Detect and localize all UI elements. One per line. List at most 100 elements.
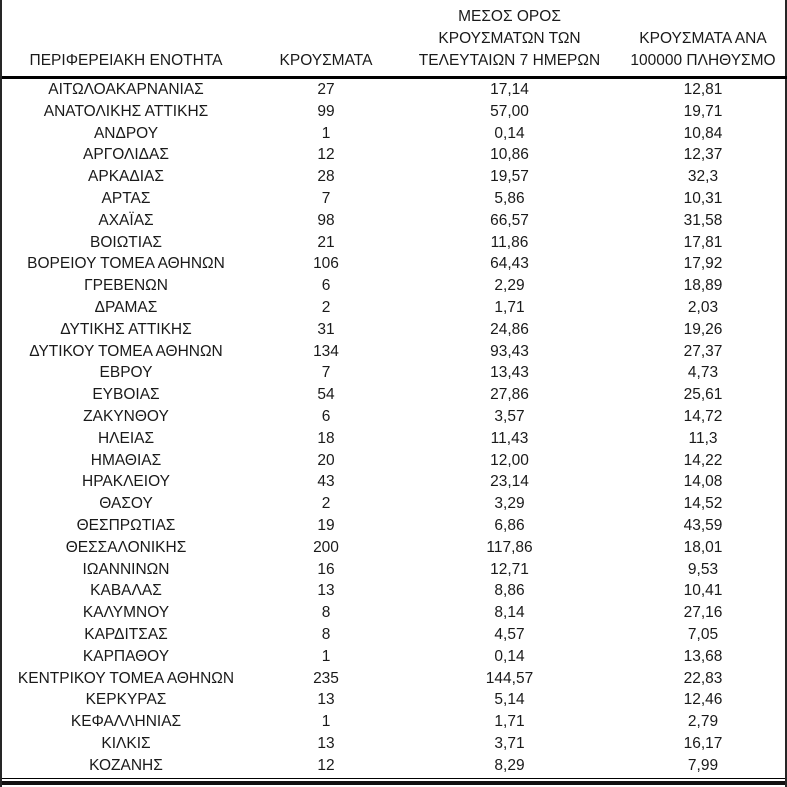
- cell-per100k: 27,37: [683, 342, 723, 360]
- cell-avg7: 27,86: [490, 386, 529, 404]
- cell-cases: 6: [321, 407, 331, 425]
- cell-region: ΑΙΤΩΛΟΑΚΑΡΝΑΝΙΑΣ: [48, 81, 204, 98]
- cell-avg7: 57,00: [490, 102, 529, 120]
- table-row: ΓΡΕΒΕΝΩΝ 6 2,29 18,89: [2, 275, 787, 297]
- cell-cases: 12: [317, 146, 335, 164]
- cell-cases: 6: [321, 277, 331, 295]
- cell-cases: 28: [317, 168, 335, 186]
- table-row: ΚΑΒΑΛΑΣ 13 8,86 10,41: [2, 580, 787, 602]
- cell-avg7: 0,14: [494, 124, 525, 142]
- cell-region: ΙΩΑΝΝΙΝΩΝ: [82, 560, 170, 578]
- cell-per100k: 27,16: [683, 604, 723, 622]
- column-header-7day-average: ΜΕΣΟΣ ΟΡΟΣ ΚΡΟΥΣΜΑΤΩΝ ΤΩΝ ΤΕΛΕΥΤΑΙΩΝ 7 Η…: [402, 0, 617, 79]
- table-row: ΑΡΓΟΛΙΔΑΣ 12 10,86 12,37: [2, 144, 787, 166]
- cell-cases: 1: [321, 124, 331, 142]
- cell-cases: 43: [317, 473, 335, 491]
- cell-per100k: 18,89: [683, 277, 723, 295]
- cell-region: ΚΑΡΠΑΘΟΥ: [82, 647, 170, 665]
- cell-cases: 1: [321, 713, 331, 731]
- cell-cases: 54: [317, 386, 335, 404]
- cell-per100k: 17,92: [683, 255, 723, 273]
- cell-avg7: 23,14: [490, 473, 529, 491]
- cell-region: ΗΡΑΚΛΕΙΟΥ: [82, 473, 170, 491]
- cell-per100k: 17,81: [683, 233, 723, 251]
- cell-per100k: 13,68: [683, 647, 723, 665]
- cell-avg7: 66,57: [490, 211, 529, 229]
- table-row: ΚΕΦΑΛΛΗΝΙΑΣ 1 1,71 2,79: [2, 711, 787, 733]
- table-row: ΘΕΣΠΡΩΤΙΑΣ 19 6,86 43,59: [2, 515, 787, 537]
- table-row: ΗΡΑΚΛΕΙΟΥ 43 23,14 14,08: [2, 471, 787, 493]
- cell-cases: 134: [313, 342, 339, 360]
- cell-region: ΑΡΓΟΛΙΔΑΣ: [83, 146, 169, 164]
- cell-region: ΚΟΖΑΝΗΣ: [89, 756, 163, 774]
- cell-per100k: 43,59: [683, 516, 723, 534]
- cell-avg7: 4,57: [494, 625, 525, 643]
- cell-avg7: 19,57: [490, 168, 529, 186]
- cell-region: ΚΕΝΤΡΙΚΟΥ ΤΟΜΕΑ ΑΘΗΝΩΝ: [17, 669, 235, 687]
- cell-region: ΚΑΡΔΙΤΣΑΣ: [84, 625, 168, 643]
- cell-per100k: 14,72: [683, 407, 723, 425]
- cell-avg7: 3,29: [494, 495, 525, 513]
- cell-region: ΕΥΒΟΙΑΣ: [92, 386, 160, 404]
- table-row: ΑΡΤΑΣ 7 5,86 10,31: [2, 188, 787, 210]
- table-row: ΕΒΡΟΥ 7 13,43 4,73: [2, 362, 787, 384]
- cell-avg7: 12,00: [490, 451, 529, 469]
- table-bottom-rule: [2, 777, 785, 779]
- cell-region: ΘΕΣΣΑΛΟΝΙΚΗΣ: [65, 538, 187, 556]
- cell-region: ΑΧΑΪΑΣ: [98, 211, 154, 229]
- cell-avg7: 12,71: [490, 560, 529, 578]
- cell-cases: 27: [317, 81, 335, 98]
- cell-avg7: 5,14: [494, 691, 525, 709]
- column-header-cases: ΚΡΟΥΣΜΑΤΑ: [250, 0, 402, 79]
- column-header-cases-per-100000: ΚΡΟΥΣΜΑΤΑ ΑΝΑ 100000 ΠΛΗΘΥΣΜΟ: [617, 0, 787, 79]
- cell-avg7: 3,71: [494, 734, 525, 752]
- table-row: ΒΟΡΕΙΟΥ ΤΟΜΕΑ ΑΘΗΝΩΝ 106 64,43 17,92: [2, 253, 787, 275]
- page-bottom-edge: [2, 780, 785, 785]
- table-row: ΚΑΡΠΑΘΟΥ 1 0,14 13,68: [2, 646, 787, 668]
- table-body: ΑΙΤΩΛΟΑΚΑΡΝΑΝΙΑΣ 27 17,14 12,81 ΑΝΑΤΟΛΙΚΗΣ Α…: [2, 78, 787, 777]
- cell-per100k: 14,22: [683, 451, 723, 469]
- cell-per100k: 7,05: [687, 625, 719, 643]
- table-row: ΘΑΣΟΥ 2 3,29 14,52: [2, 493, 787, 515]
- cell-region: ΑΝΑΤΟΛΙΚΗΣ ΑΤΤΙΚΗΣ: [43, 102, 209, 120]
- cell-cases: 13: [317, 734, 335, 752]
- cell-cases: 21: [317, 233, 335, 251]
- cell-cases: 98: [317, 211, 335, 229]
- cell-per100k: 14,08: [683, 473, 723, 491]
- table-row: ΖΑΚΥΝΘΟΥ 6 3,57 14,72: [2, 406, 787, 428]
- cell-cases: 8: [321, 604, 331, 622]
- cell-cases: 99: [317, 102, 335, 120]
- cell-avg7: 8,29: [494, 756, 525, 774]
- cell-avg7: 3,57: [494, 407, 525, 425]
- cell-cases: 200: [313, 538, 339, 556]
- cell-cases: 13: [317, 691, 335, 709]
- cell-per100k: 4,73: [687, 364, 719, 382]
- cell-cases: 2: [321, 495, 331, 513]
- cell-per100k: 25,61: [683, 386, 723, 404]
- table-row: ΚΑΛΥΜΝΟΥ 8 8,14 27,16: [2, 602, 787, 624]
- cell-avg7: 144,57: [485, 669, 534, 687]
- cell-avg7: 6,86: [494, 516, 525, 534]
- cell-region: ΗΛΕΙΑΣ: [97, 429, 155, 447]
- cell-per100k: 18,01: [683, 538, 723, 556]
- cell-per100k: 31,58: [683, 211, 723, 229]
- cell-region: ΕΒΡΟΥ: [99, 364, 153, 382]
- table-row: ΚΑΡΔΙΤΣΑΣ 8 4,57 7,05: [2, 624, 787, 646]
- cell-per100k: 32,3: [687, 168, 719, 186]
- table-row: ΔΥΤΙΚΗΣ ΑΤΤΙΚΗΣ 31 24,86 19,26: [2, 319, 787, 341]
- table-row: ΕΥΒΟΙΑΣ 54 27,86 25,61: [2, 384, 787, 406]
- table-row: ΙΩΑΝΝΙΝΩΝ 16 12,71 9,53: [2, 559, 787, 581]
- cell-region: ΚΙΛΚΙΣ: [101, 734, 151, 752]
- cell-region: ΓΡΕΒΕΝΩΝ: [84, 277, 168, 295]
- cell-cases: 7: [321, 189, 331, 207]
- cell-region: ΗΜΑΘΙΑΣ: [90, 451, 162, 469]
- cell-cases: 16: [317, 560, 335, 578]
- cell-per100k: 19,71: [683, 102, 723, 120]
- cell-cases: 13: [317, 582, 335, 600]
- cell-per100k: 11,3: [688, 429, 718, 447]
- cell-avg7: 0,14: [494, 647, 525, 665]
- cell-avg7: 13,43: [490, 364, 529, 382]
